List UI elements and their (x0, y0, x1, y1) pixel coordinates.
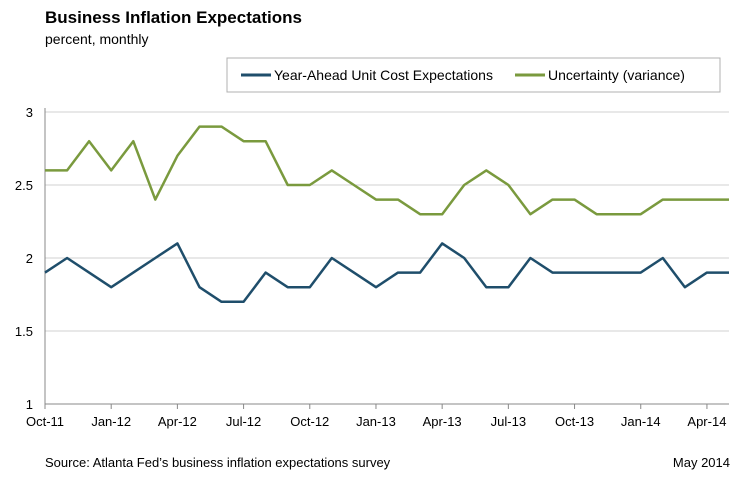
source-note: Source: Atlanta Fed’s business inflation… (45, 455, 391, 470)
x-tick-label: Jul-12 (226, 414, 261, 429)
axes: 1 1.5 2 2.5 3 Oct-11 Jan-12 Apr-12 Jul-12 Oct-12 J… (15, 105, 729, 429)
x-tick-label: Jan-13 (356, 414, 396, 429)
legend-box (226, 57, 721, 93)
x-tick-label: Apr-14 (687, 414, 726, 429)
gridlines (45, 111, 729, 332)
y-tick-label: 3 (26, 105, 33, 120)
x-tick-label: Oct-12 (290, 414, 329, 429)
x-tick-label: Jul-13 (491, 414, 526, 429)
series-lines (44, 125, 729, 304)
chart-subtitle: percent, monthly (45, 31, 149, 47)
x-tick-label: Apr-13 (423, 414, 462, 429)
y-tick-label: 2.5 (15, 178, 33, 193)
x-tick-label: Jan-14 (621, 414, 661, 429)
x-tick-label: Apr-12 (158, 414, 197, 429)
y-tick-label: 2 (26, 251, 33, 266)
y-tick-label: 1.5 (15, 324, 33, 339)
y-tick-label: 1 (26, 397, 33, 412)
x-tick-label: Oct-13 (555, 414, 594, 429)
series-line-2 (45, 125, 729, 216)
x-tick-label: Oct-11 (26, 414, 64, 429)
legend: Year-Ahead Unit Cost Expectations Uncerta… (226, 57, 721, 93)
date-note: May 2014 (672, 455, 730, 470)
legend-label-1: Year-Ahead Unit Cost Expectations (274, 67, 493, 83)
legend-label-2: Uncertainty (variance) (548, 67, 685, 83)
x-tick-label: Jan-12 (91, 414, 131, 429)
series-line-1 (44, 242, 729, 304)
chart-title: Business Inflation Expectations (45, 8, 302, 27)
